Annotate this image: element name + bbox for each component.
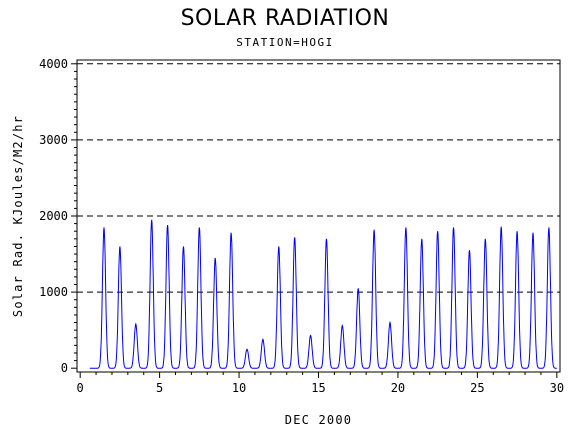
x-tick-label: 15 — [311, 381, 325, 395]
x-tick-label: 0 — [77, 381, 84, 395]
chart-title: SOLAR RADIATION — [180, 6, 390, 31]
y-tick-label: 3000 — [39, 133, 68, 147]
y-tick-label: 4000 — [39, 57, 68, 71]
y-tick-label: 1000 — [39, 285, 68, 299]
y-tick-label: 0 — [61, 361, 68, 375]
y-tick-label: 2000 — [39, 209, 68, 223]
x-tick-label: 10 — [232, 381, 246, 395]
x-tick-label: 20 — [391, 381, 405, 395]
x-tick-label: 30 — [550, 381, 564, 395]
y-axis: 0 1000 2000 3000 4000 — [39, 57, 77, 375]
series-layer — [89, 219, 557, 369]
grid-lines — [77, 63, 560, 293]
chart-subtitle: STATION=HOGI — [236, 36, 334, 49]
series-line — [89, 219, 557, 369]
x-tick-label: 25 — [470, 381, 484, 395]
x-tick-label: 5 — [156, 381, 163, 395]
y-axis-label: Solar Rad. KJoules/M2/hr — [11, 115, 25, 317]
x-axis: 0 5 10 15 20 25 30 — [77, 372, 564, 395]
x-axis-label: DEC 2000 — [285, 413, 352, 427]
